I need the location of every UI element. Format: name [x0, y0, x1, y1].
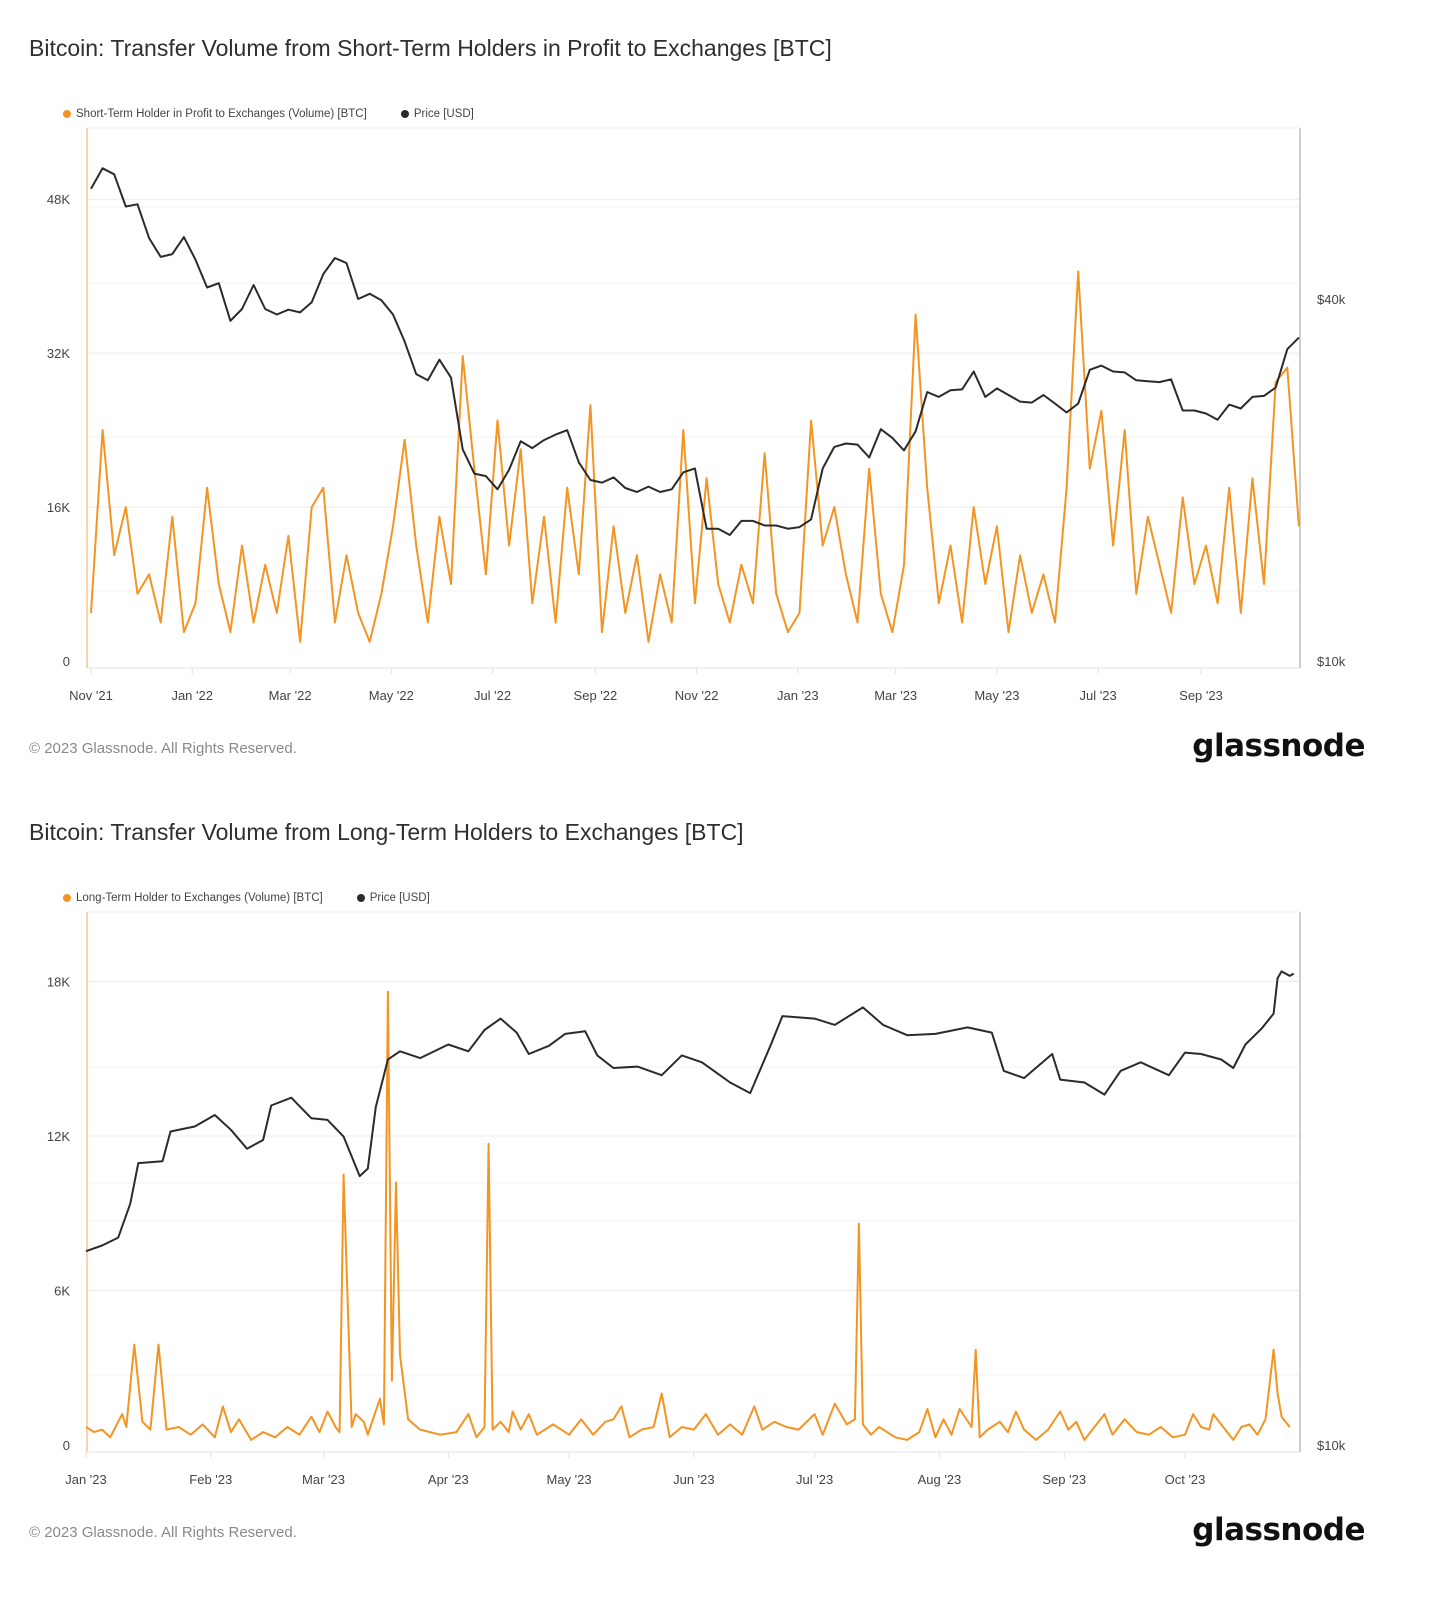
legend-label: Price [USD] [369, 892, 430, 904]
x-tick-label: Apr '23 [428, 1472, 469, 1487]
x-tick-label: Sep '22 [574, 688, 618, 703]
legend-dot-icon [63, 110, 71, 118]
legend-label: Long-Term Holder to Exchanges (Volume) [… [76, 892, 323, 904]
y-left-tick-label: 12K [47, 1129, 70, 1144]
y-left-tick-label: 16K [47, 500, 70, 515]
legend-dot-icon [356, 894, 365, 902]
x-tick-label: Jan '22 [171, 688, 213, 703]
y-left-tick-label: 0 [63, 654, 70, 669]
copyright-footer: © 2023 Glassnode. All Rights Reserved. [29, 1524, 297, 1541]
x-tick-label: May '22 [369, 688, 414, 703]
legend-label: Short-Term Holder in Profit to Exchanges… [76, 108, 367, 120]
volume-series-line [90, 270, 1300, 643]
copyright-footer: © 2023 Glassnode. All Rights Reserved. [29, 740, 297, 757]
x-tick-label: Jun '23 [673, 1472, 715, 1487]
x-tick-label: Oct '23 [1165, 1472, 1206, 1487]
x-tick-label: Mar '23 [302, 1472, 345, 1487]
x-tick-label: Mar '22 [269, 688, 312, 703]
glassnode-logo: glassnode [1192, 1512, 1365, 1548]
glassnode-logo: glassnode [1192, 728, 1365, 764]
y-left-tick-label: 32K [47, 346, 70, 361]
legend-dot-icon [63, 894, 71, 902]
y-right-tick-label: $10k [1317, 1438, 1346, 1453]
chart-title: Bitcoin: Transfer Volume from Short-Term… [29, 35, 832, 61]
x-tick-label: Feb '23 [189, 1472, 232, 1487]
chart-title: Bitcoin: Transfer Volume from Long-Term … [29, 819, 744, 845]
x-tick-label: Jul '23 [796, 1472, 833, 1487]
x-tick-label: Jul '23 [1080, 688, 1117, 703]
chart-legend: Short-Term Holder in Profit to Exchanges… [63, 108, 474, 120]
legend-item-price[interactable]: Price [USD] [356, 892, 430, 904]
legend-label: Price [USD] [413, 108, 474, 120]
y-left-tick-label: 6K [54, 1284, 70, 1299]
y-left-tick-label: 18K [47, 975, 70, 990]
legend-item-volume[interactable]: Short-Term Holder in Profit to Exchanges… [63, 108, 367, 120]
chart-2: 0 6K 12K 18K $10k Jan '23 Feb '23 Mar '23 Apr '2… [47, 911, 1346, 1487]
volume-series-line [85, 990, 1291, 1441]
chart-legend: Long-Term Holder to Exchanges (Volume) [… [63, 892, 430, 904]
x-tick-label: Nov '22 [675, 688, 719, 703]
price-series-line [85, 970, 1295, 1253]
x-tick-label: Jan '23 [65, 1472, 107, 1487]
chart-1: 0 16K 32K 48K $10k $40k Nov '21 Jan '22 Mar '22 M… [47, 127, 1346, 703]
legend-dot-icon [400, 110, 409, 118]
x-tick-label: Sep '23 [1042, 1472, 1086, 1487]
x-tick-label: Sep '23 [1179, 688, 1223, 703]
x-tick-label: Aug '23 [918, 1472, 962, 1487]
x-tick-label: Nov '21 [69, 688, 113, 703]
x-tick-label: Mar '23 [874, 688, 917, 703]
y-left-tick-label: 0 [63, 1438, 70, 1453]
y-right-tick-label: $10k [1317, 654, 1346, 669]
x-tick-label: May '23 [547, 1472, 592, 1487]
x-tick-label: May '23 [974, 688, 1019, 703]
y-right-tick-label: $40k [1317, 292, 1346, 307]
y-left-tick-label: 48K [47, 192, 70, 207]
x-tick-label: Jul '22 [474, 688, 511, 703]
legend-item-volume[interactable]: Long-Term Holder to Exchanges (Volume) [… [63, 892, 323, 904]
legend-item-price[interactable]: Price [USD] [400, 108, 474, 120]
price-series-line [90, 167, 1300, 536]
x-tick-label: Jan '23 [777, 688, 819, 703]
